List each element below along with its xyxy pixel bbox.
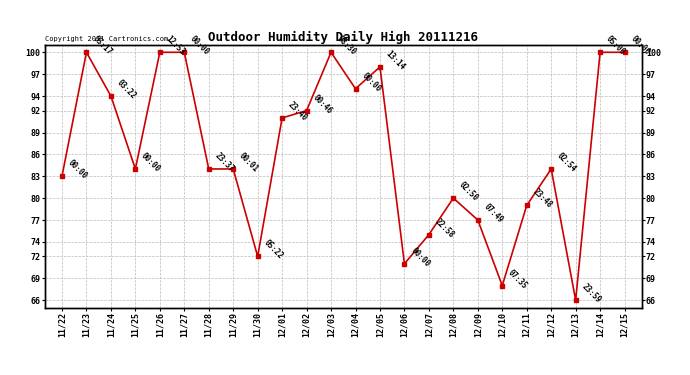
Text: 02:50: 02:50 — [457, 180, 480, 203]
Text: 08:30: 08:30 — [335, 34, 358, 57]
Text: 22:58: 22:58 — [433, 217, 456, 239]
Text: 05:00: 05:00 — [604, 34, 627, 57]
Text: Copyright 2011 Cartronics.com: Copyright 2011 Cartronics.com — [45, 36, 168, 42]
Text: 02:54: 02:54 — [555, 151, 578, 174]
Text: 00:01: 00:01 — [237, 151, 260, 174]
Text: 13:14: 13:14 — [384, 49, 407, 72]
Text: 05:17: 05:17 — [90, 34, 113, 57]
Text: 00:00: 00:00 — [188, 34, 211, 57]
Text: 07:35: 07:35 — [506, 268, 529, 290]
Text: 23:48: 23:48 — [531, 188, 553, 210]
Title: Outdoor Humidity Daily High 20111216: Outdoor Humidity Daily High 20111216 — [208, 31, 478, 44]
Text: 05:22: 05:22 — [262, 238, 284, 261]
Text: 12:53: 12:53 — [164, 34, 187, 57]
Text: 23:59: 23:59 — [580, 282, 602, 305]
Text: 23:40: 23:40 — [286, 100, 309, 123]
Text: 00:46: 00:46 — [310, 93, 333, 116]
Text: 03:22: 03:22 — [115, 78, 138, 101]
Text: 00:00: 00:00 — [359, 71, 382, 93]
Text: 00:00: 00:00 — [408, 246, 431, 268]
Text: 00:00: 00:00 — [139, 151, 162, 174]
Text: 07:49: 07:49 — [482, 202, 504, 225]
Text: 23:37: 23:37 — [213, 151, 235, 174]
Text: 00:00: 00:00 — [66, 158, 89, 181]
Text: 00:00: 00:00 — [629, 34, 651, 57]
